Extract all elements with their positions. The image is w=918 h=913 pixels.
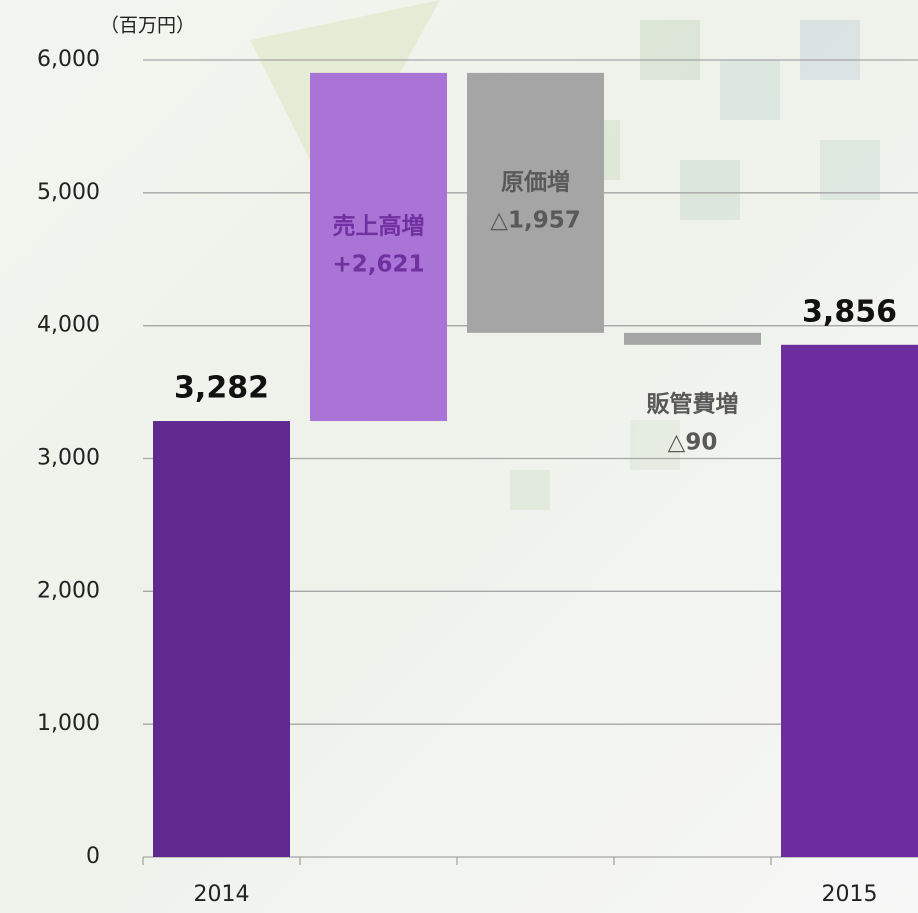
value-label: 3,282 (174, 371, 269, 406)
bar-name-label: 販管費増 (647, 390, 739, 417)
y-unit-label: （百万円） (100, 15, 195, 37)
value-label: 3,856 (802, 294, 897, 329)
value-label: +2,621 (332, 251, 424, 277)
y-tick-label: 0 (86, 844, 100, 869)
bar (624, 332, 761, 345)
bar (781, 344, 918, 857)
bar (310, 72, 447, 422)
y-tick-label: 6,000 (37, 47, 100, 72)
bar-name-label: 売上高増 (333, 212, 425, 239)
x-tick-label: 2015 (822, 882, 878, 907)
value-label: △90 (668, 429, 718, 455)
y-tick-label: 3,000 (37, 446, 100, 471)
y-tick-label: 2,000 (37, 578, 100, 603)
value-label: △1,957 (490, 207, 580, 233)
y-tick-label: 4,000 (37, 313, 100, 338)
x-tick-label: 2014 (194, 882, 250, 907)
y-tick-label: 5,000 (37, 180, 100, 205)
bar (467, 72, 604, 333)
bar (153, 421, 290, 857)
bar-name-label: 原価増 (501, 168, 570, 195)
y-tick-label: 1,000 (37, 711, 100, 736)
